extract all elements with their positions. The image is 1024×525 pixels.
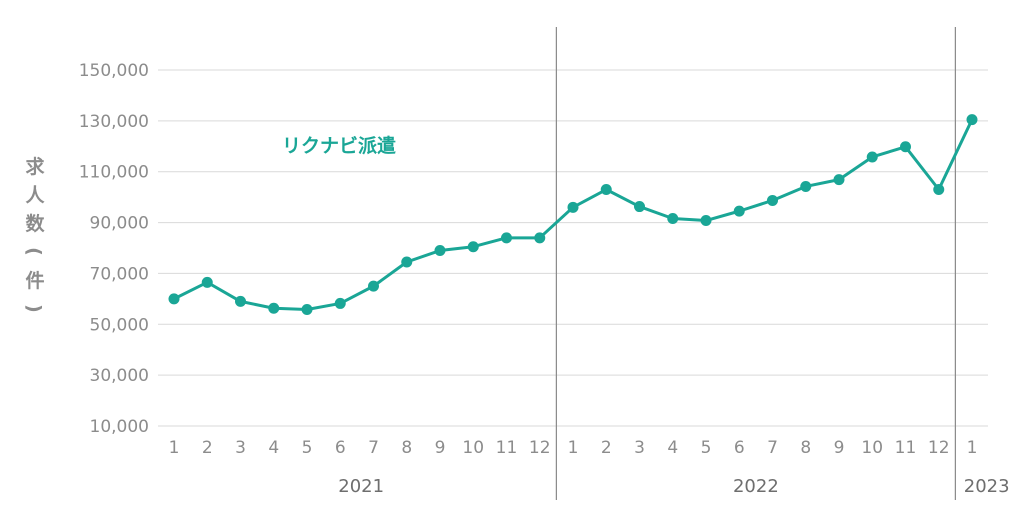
x-tick-label: 12 [529, 438, 551, 458]
y-tick-label: 130,000 [79, 112, 149, 132]
y-axis-label-char: 件 [25, 269, 44, 292]
x-tick-label: 2 [202, 438, 213, 458]
x-tick-label: 10 [462, 438, 484, 458]
y-axis-label: 求人数 ( 件) [23, 155, 45, 313]
data-point [800, 180, 812, 192]
y-axis-label-char: 求 [25, 155, 45, 178]
y-tick-label: 30,000 [90, 366, 149, 386]
x-tick-label: 4 [268, 438, 279, 458]
year-dividers [555, 27, 956, 500]
data-point [634, 201, 645, 213]
data-point [301, 304, 313, 316]
y-axis-label-char: 人 [25, 185, 45, 207]
data-point [334, 297, 346, 309]
data-point [866, 151, 878, 163]
x-tick-label: 5 [302, 438, 313, 458]
y-axis-label-char: 数 [25, 212, 45, 235]
data-point [966, 114, 978, 126]
data-point [567, 201, 579, 213]
x-tick-label: 3 [235, 438, 246, 458]
x-tick-label: 9 [834, 438, 845, 458]
data-point [767, 194, 778, 206]
x-year-label: 2021 [338, 476, 384, 497]
x-tick-label: 1 [169, 438, 180, 458]
y-tick-label: 70,000 [90, 264, 149, 284]
data-point [501, 232, 512, 244]
x-tick-label: 11 [895, 438, 917, 458]
y-tick-label: 150,000 [79, 61, 149, 81]
data-point [900, 141, 911, 153]
data-point [700, 215, 712, 227]
data-point [401, 256, 413, 268]
series-label: リクナビ派遣 [282, 134, 396, 157]
data-point [600, 184, 612, 196]
data-point [933, 184, 945, 196]
x-year-label: 2023 [964, 476, 1010, 497]
data-point [434, 245, 446, 257]
y-tick-label: 90,000 [90, 214, 149, 234]
data-point [235, 295, 246, 307]
data-point [268, 302, 280, 314]
x-tick-label: 1 [967, 438, 978, 458]
x-tick-label: 6 [734, 438, 745, 458]
x-tick-label: 5 [701, 438, 712, 458]
x-tick-label: 1 [568, 438, 579, 458]
y-axis-label-char: ( [23, 247, 45, 256]
data-point [168, 293, 180, 305]
y-axis-label-char: ) [23, 304, 45, 313]
x-axis-month-ticks: 1 2 3 4 5 6 7 8 9 10 11 12 1 2 3 4 5 6 7 8 9 10 11 12 1 [169, 438, 978, 458]
x-tick-label: 7 [767, 438, 778, 458]
y-tick-label: 10,000 [90, 417, 149, 437]
x-tick-label: 8 [800, 438, 811, 458]
x-tick-label: 2 [601, 438, 612, 458]
x-tick-label: 3 [634, 438, 645, 458]
data-point [368, 280, 379, 292]
data-point [833, 174, 845, 186]
y-tick-label: 110,000 [79, 163, 149, 183]
gridlines [158, 69, 988, 427]
data-point [201, 276, 213, 288]
x-tick-label: 4 [667, 438, 678, 458]
x-tick-label: 6 [335, 438, 346, 458]
x-tick-label: 9 [435, 438, 446, 458]
series-group [168, 114, 978, 316]
x-tick-label: 10 [861, 438, 883, 458]
x-tick-label: 11 [496, 438, 518, 458]
data-point [733, 205, 745, 217]
data-point [667, 213, 679, 225]
data-point [534, 232, 546, 244]
data-point [467, 241, 479, 253]
x-tick-label: 8 [401, 438, 412, 458]
x-tick-label: 12 [928, 438, 950, 458]
x-year-label: 2022 [733, 476, 779, 497]
x-tick-label: 7 [368, 438, 379, 458]
y-tick-label: 50,000 [90, 315, 149, 335]
y-axis-ticks: 150,000 130,000 110,000 90,000 70,000 50,000 3… [79, 61, 149, 437]
x-axis-year-labels: 2021 2022 2023 [338, 476, 1009, 497]
